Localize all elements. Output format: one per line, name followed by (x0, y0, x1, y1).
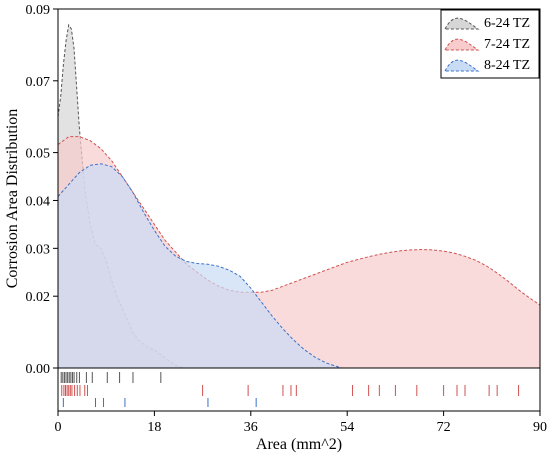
axes-frame (57, 8, 541, 412)
x-tick-label: 36 (244, 420, 258, 435)
y-tick-label: 0.03 (26, 242, 51, 257)
legend-swatch-7-24-tz (444, 38, 480, 51)
plot-area (58, 23, 540, 368)
y-tick-label: 0.02 (26, 290, 51, 305)
y-tick-label: 0.07 (26, 75, 51, 90)
legend-label-8-24-tz: 8-24 TZ (484, 58, 530, 73)
x-tick-label: 18 (147, 420, 161, 435)
legend-swatch-6-24-tz (444, 17, 480, 30)
y-tick-label: 0.05 (26, 147, 51, 162)
axes: 0 18 36 54 72 90 0.00 0.02 0.03 0.04 0.05 0.07 0.09 (26, 3, 548, 435)
legend-swatch-8-24-tz (444, 59, 480, 72)
legend-label-7-24-tz: 7-24 TZ (484, 37, 530, 52)
line-6-24-tz (58, 23, 187, 368)
x-tick-label: 0 (55, 420, 62, 435)
line-7-24-tz (58, 136, 540, 306)
rug-area (60, 372, 520, 407)
x-tick-label: 54 (340, 420, 354, 435)
legend: 6-24 TZ 7-24 TZ 8-24 TZ (440, 9, 540, 79)
x-tick-label: 72 (437, 420, 451, 435)
area-8-24-tz (58, 163, 342, 368)
legend-label-6-24-tz: 6-24 TZ (484, 16, 530, 31)
x-axis-label: Area (mm^2) (256, 436, 342, 453)
x-tick-label: 90 (533, 420, 547, 435)
y-tick-label: 0.00 (26, 362, 51, 377)
y-tick-label: 0.09 (26, 3, 51, 18)
y-axis-label: Corrosion Area Distribution (4, 109, 21, 289)
line-8-24-tz (58, 163, 342, 368)
y-tick-label: 0.04 (26, 194, 51, 209)
